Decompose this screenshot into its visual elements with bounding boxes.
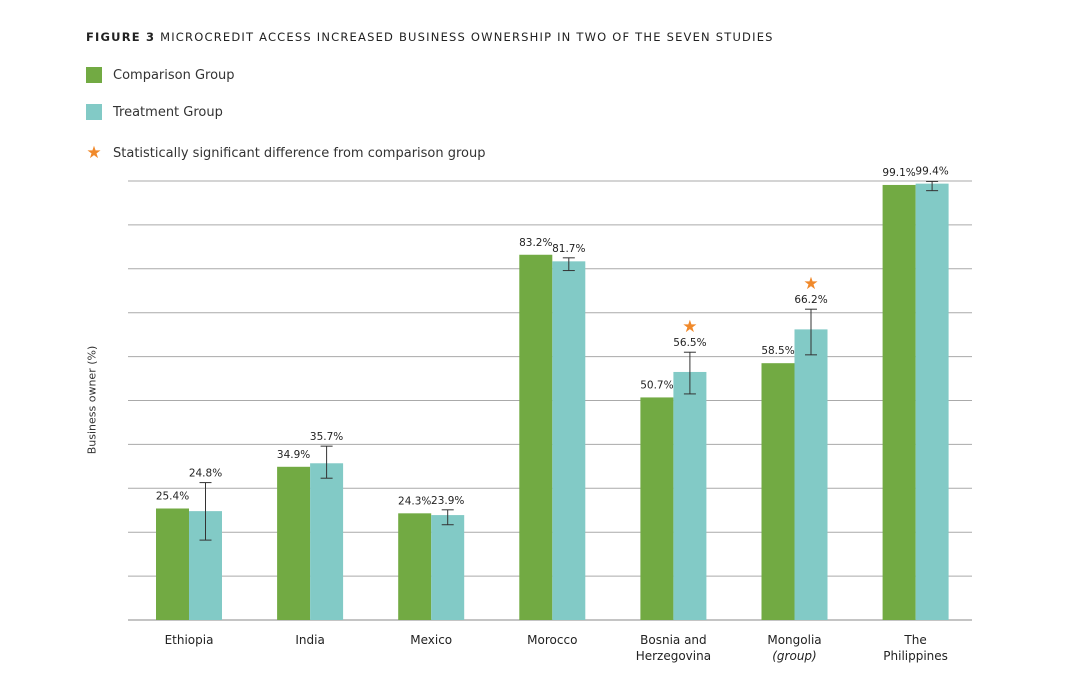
legend-label: Statistically significant difference fro… [113,145,486,161]
figure-number: FIGURE 3 [86,30,156,44]
legend-label: Comparison Group [113,67,235,83]
treatment-bar [915,183,949,620]
data-label: 58.5% [761,345,794,357]
data-label: 56.5% [673,337,706,349]
figure-title: FIGURE 3 MICROCREDIT ACCESS INCREASED BU… [86,30,774,44]
data-label: 99.4% [915,166,948,178]
comparison-bar [156,508,189,620]
figure-caption: MICROCREDIT ACCESS INCREASED BUSINESS OW… [160,30,774,44]
comparison-bar [640,397,674,620]
comparison-bar [761,363,795,620]
data-label: 66.2% [794,294,827,306]
category-label: Morocco [527,633,577,647]
data-label: 34.9% [277,449,310,461]
category-label: The [903,633,926,647]
category-label: Mexico [410,633,452,647]
category-label: India [295,633,324,647]
treatment-bar [310,463,344,620]
comparison-bar [277,466,311,620]
category-label: Herzegovina [636,649,711,663]
comparison-bar [882,184,916,621]
treatment-bar [794,329,828,620]
star-icon: ★ [86,143,102,163]
data-label: 99.1% [882,167,915,179]
treatment-swatch [86,104,102,120]
data-label: 25.4% [156,490,189,502]
significance-star-icon: ★ [682,317,697,337]
category-label: Philippines [883,649,948,663]
data-label: 81.7% [552,243,585,255]
category-label: (group) [772,649,816,663]
treatment-bar [552,261,586,620]
data-label: 50.7% [640,379,673,391]
data-label: 23.9% [431,495,464,507]
category-label: Ethiopia [165,633,214,647]
comparison-bar [398,513,432,620]
data-label: 83.2% [519,237,552,249]
significance-star-icon: ★ [803,274,818,294]
treatment-bar [431,515,465,620]
treatment-bar [673,371,707,620]
data-label: 35.7% [310,431,343,443]
data-label: 24.3% [398,495,431,507]
category-label: Mongolia [767,633,821,647]
comparison-swatch [86,67,102,83]
legend-treatment: Treatment Group [86,104,223,120]
legend-significant: ★ Statistically significant difference f… [86,143,486,163]
legend-comparison: Comparison Group [86,67,235,83]
category-label: Bosnia and [640,633,707,647]
comparison-bar [519,254,553,620]
data-label: 24.8% [189,468,222,480]
legend-label: Treatment Group [113,104,223,120]
